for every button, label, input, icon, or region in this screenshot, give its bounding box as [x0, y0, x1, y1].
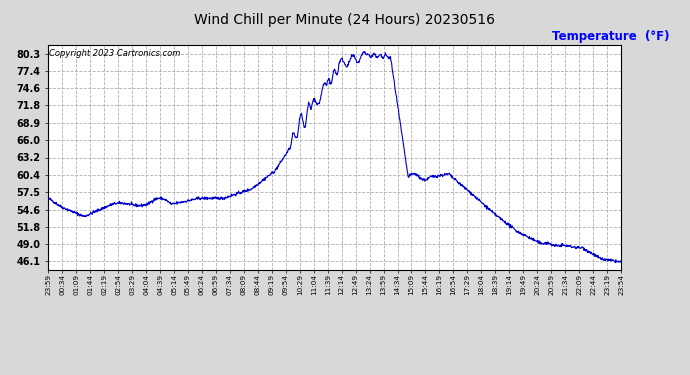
Text: Temperature  (°F): Temperature (°F): [552, 30, 669, 43]
Text: Wind Chill per Minute (24 Hours) 20230516: Wind Chill per Minute (24 Hours) 2023051…: [195, 13, 495, 27]
Text: Copyright 2023 Cartronics.com: Copyright 2023 Cartronics.com: [50, 50, 181, 58]
